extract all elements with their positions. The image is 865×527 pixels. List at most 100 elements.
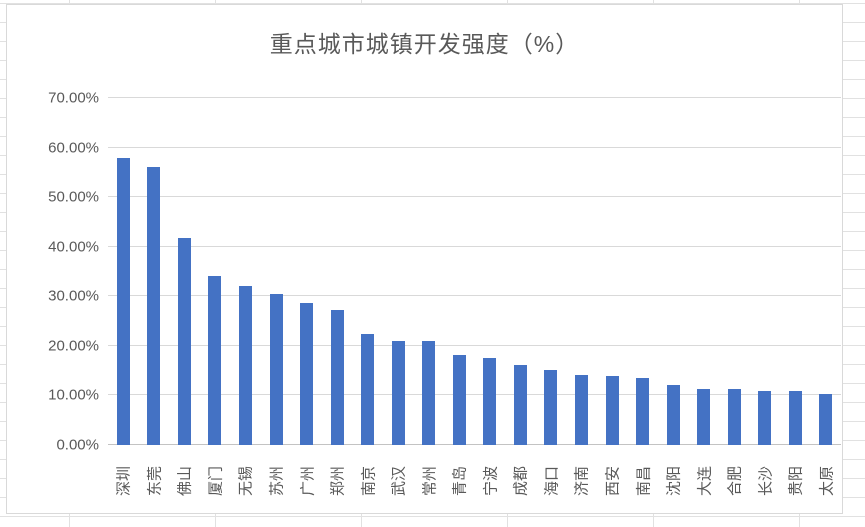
bar-slot bbox=[658, 98, 689, 445]
chart[interactable]: 重点城市城镇开发强度（%） 0.00% 10.00% 20.00% 30.00% 40.… bbox=[6, 4, 843, 514]
x-category-label: 合肥 bbox=[726, 465, 744, 497]
x-axis-line bbox=[108, 444, 841, 445]
x-category-slot: 宁波 bbox=[475, 449, 506, 513]
bar-slot bbox=[597, 98, 628, 445]
bar-太原 bbox=[819, 393, 833, 445]
gridline bbox=[108, 196, 841, 198]
bar-slot bbox=[261, 98, 292, 445]
gridline bbox=[108, 245, 841, 247]
gridline bbox=[108, 97, 841, 98]
x-category-slot: 西安 bbox=[597, 449, 628, 513]
x-category-slot: 大连 bbox=[688, 449, 719, 513]
x-category-slot: 郑州 bbox=[322, 449, 353, 513]
x-category-slot: 太原 bbox=[811, 449, 842, 513]
x-category-label: 无锡 bbox=[237, 465, 255, 497]
bar-slot bbox=[139, 98, 170, 445]
bar-武汉 bbox=[391, 341, 405, 445]
x-category-label: 东莞 bbox=[146, 465, 164, 497]
bar-宁波 bbox=[483, 357, 497, 445]
x-category-label: 苏州 bbox=[268, 465, 286, 497]
x-category-label: 常州 bbox=[421, 465, 439, 497]
bar-slot bbox=[780, 98, 811, 445]
x-category-slot: 济南 bbox=[566, 449, 597, 513]
bar-slot bbox=[536, 98, 567, 445]
x-category-slot: 南京 bbox=[352, 449, 383, 513]
x-category-slot: 武汉 bbox=[383, 449, 414, 513]
bar-series bbox=[108, 98, 841, 445]
bar-slot bbox=[627, 98, 658, 445]
gridline bbox=[108, 394, 841, 396]
bar-南昌 bbox=[636, 378, 650, 445]
bar-slot bbox=[444, 98, 475, 445]
bar-slot bbox=[169, 98, 200, 445]
x-category-label: 长沙 bbox=[757, 465, 775, 497]
y-axis: 0.00% 10.00% 20.00% 30.00% 40.00% 50.00% 60.00… bbox=[7, 90, 99, 454]
bar-海口 bbox=[544, 369, 558, 445]
x-category-label: 成都 bbox=[512, 465, 530, 497]
chart-title: 重点城市城镇开发强度（%） bbox=[269, 31, 580, 57]
gridline bbox=[108, 146, 841, 148]
bar-东莞 bbox=[147, 166, 161, 445]
bar-slot bbox=[383, 98, 414, 445]
x-category-slot: 苏州 bbox=[261, 449, 292, 513]
bar-深圳 bbox=[116, 157, 130, 445]
y-tick-label: 10.00% bbox=[48, 386, 99, 404]
x-category-label: 深圳 bbox=[115, 465, 133, 497]
bar-佛山 bbox=[177, 238, 191, 445]
x-category-label: 济南 bbox=[573, 465, 591, 497]
x-category-slot: 佛山 bbox=[169, 449, 200, 513]
x-category-slot: 无锡 bbox=[230, 449, 261, 513]
y-tick-label: 30.00% bbox=[48, 287, 99, 305]
bar-slot bbox=[505, 98, 536, 445]
bar-南京 bbox=[361, 333, 375, 445]
x-category-slot: 合肥 bbox=[719, 449, 750, 513]
bar-长沙 bbox=[758, 391, 772, 445]
x-category-label: 青岛 bbox=[451, 465, 469, 497]
bar-厦门 bbox=[208, 276, 222, 445]
x-category-label: 南昌 bbox=[635, 465, 653, 497]
bar-常州 bbox=[422, 341, 436, 445]
y-tick-label: 40.00% bbox=[48, 238, 99, 256]
x-category-label: 郑州 bbox=[329, 465, 347, 497]
gridline bbox=[108, 295, 841, 297]
x-category-label: 海口 bbox=[543, 465, 561, 497]
y-tick-label: 50.00% bbox=[48, 188, 99, 206]
bar-大连 bbox=[697, 388, 711, 445]
bar-slot bbox=[352, 98, 383, 445]
bar-slot bbox=[200, 98, 231, 445]
x-category-label: 大连 bbox=[696, 465, 714, 497]
bar-贵阳 bbox=[788, 391, 802, 445]
x-category-slot: 青岛 bbox=[444, 449, 475, 513]
bar-西安 bbox=[605, 375, 619, 445]
bar-无锡 bbox=[238, 286, 252, 445]
bar-苏州 bbox=[269, 294, 283, 445]
bar-合肥 bbox=[727, 389, 741, 445]
y-tick-label: 70.00% bbox=[48, 89, 99, 107]
x-category-slot: 东莞 bbox=[139, 449, 170, 513]
bar-slot bbox=[413, 98, 444, 445]
x-category-slot: 海口 bbox=[536, 449, 567, 513]
bar-slot bbox=[749, 98, 780, 445]
bar-郑州 bbox=[330, 310, 344, 445]
bar-slot bbox=[566, 98, 597, 445]
bar-slot bbox=[688, 98, 719, 445]
bar-slot bbox=[475, 98, 506, 445]
bar-济南 bbox=[574, 375, 588, 445]
x-axis: 深圳 东莞 佛山 厦门 无锡 苏州 广州 郑州 南京 武汉 常州 青岛 宁波 成都 海口 济南 西安 南昌 沈阳 大连… bbox=[108, 449, 841, 513]
gridline bbox=[108, 344, 841, 346]
x-category-label: 佛山 bbox=[176, 465, 194, 497]
x-category-label: 沈阳 bbox=[665, 465, 683, 497]
bar-广州 bbox=[300, 302, 314, 445]
bar-slot bbox=[230, 98, 261, 445]
x-category-label: 南京 bbox=[360, 465, 378, 497]
plot-area bbox=[108, 97, 841, 445]
bar-沈阳 bbox=[666, 385, 680, 445]
bar-青岛 bbox=[452, 354, 466, 445]
x-category-slot: 长沙 bbox=[749, 449, 780, 513]
x-category-slot: 常州 bbox=[413, 449, 444, 513]
bar-slot bbox=[811, 98, 842, 445]
x-category-slot: 沈阳 bbox=[658, 449, 689, 513]
x-category-slot: 贵阳 bbox=[780, 449, 811, 513]
bar-slot bbox=[291, 98, 322, 445]
